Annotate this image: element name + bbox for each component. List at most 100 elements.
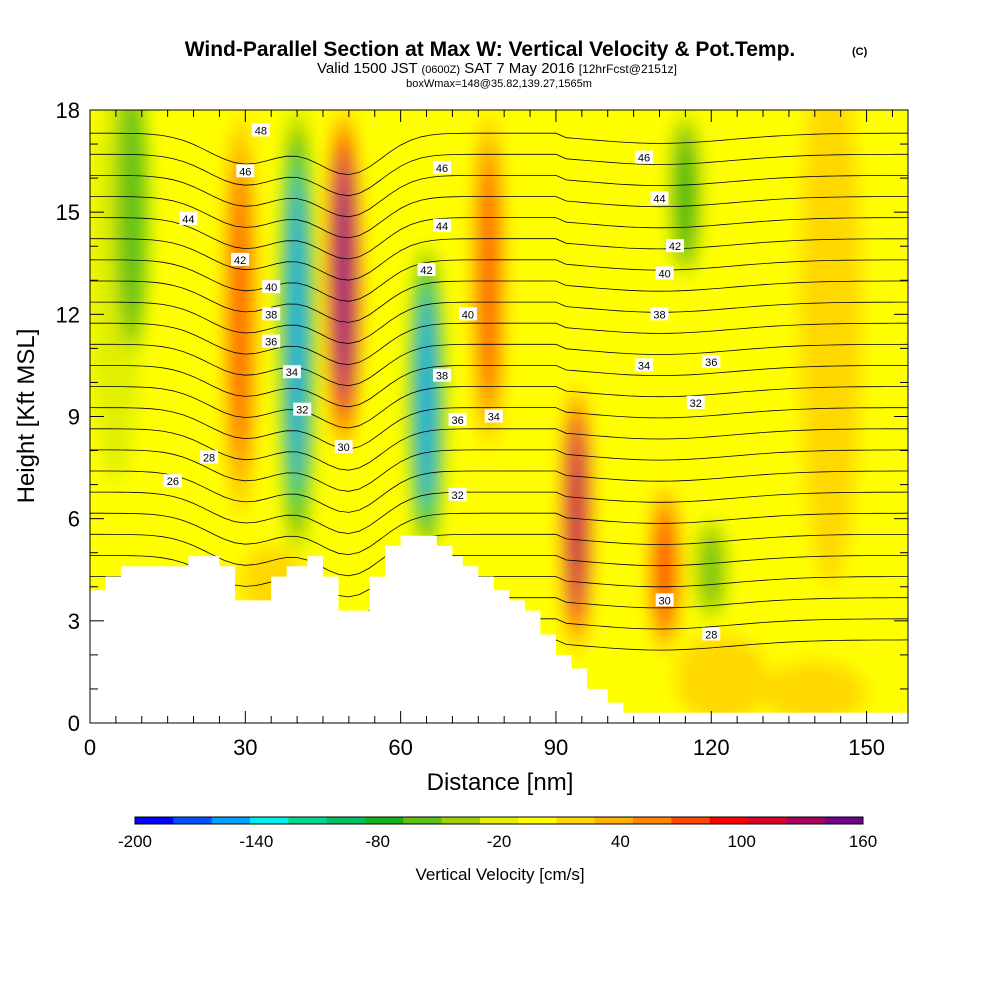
- theta-contour: [90, 280, 908, 323]
- contour-label-text: 34: [286, 367, 298, 379]
- y-tick-label: 6: [68, 507, 80, 532]
- contour-label-text: 36: [705, 357, 717, 369]
- contour-label: 36: [262, 334, 281, 349]
- y-tick-label: 9: [68, 405, 80, 430]
- contour-label-text: 46: [436, 163, 448, 175]
- contour-label-text: 44: [436, 221, 448, 233]
- contour-label-text: 36: [265, 337, 277, 349]
- contour-label-bg: [448, 487, 467, 501]
- contour-label: 34: [634, 358, 653, 372]
- contour-label: 46: [236, 164, 255, 178]
- contour-label-text: 38: [265, 309, 277, 321]
- contour-label-text: 42: [234, 255, 246, 267]
- colorbar-tick-label: -200: [118, 832, 152, 851]
- contour-label: 28: [702, 627, 721, 641]
- contour-label-bg: [262, 280, 281, 294]
- contour-label-text: 42: [669, 241, 681, 253]
- colorbar-swatch: [786, 817, 826, 824]
- theta-contour: [90, 533, 908, 577]
- y-tick-label: 0: [68, 711, 80, 736]
- theta-contour: [90, 132, 908, 176]
- colorbar-swatch: [709, 817, 749, 824]
- contour-label: 42: [666, 239, 685, 253]
- contour-label: 44: [433, 218, 452, 233]
- x-tick-label: 90: [544, 735, 568, 760]
- colorbar-label: Vertical Velocity [cm/s]: [415, 865, 584, 884]
- theta-contour: [90, 386, 908, 429]
- contour-label-text: 44: [182, 214, 194, 226]
- theta-contour: [90, 217, 908, 260]
- contour-label-text: 28: [705, 629, 717, 641]
- contour-label: 42: [417, 263, 436, 277]
- contour-label: 40: [262, 280, 281, 294]
- colorbar-swatch: [824, 817, 864, 824]
- contour-label: 38: [650, 307, 669, 321]
- copyright-mark: (C): [852, 46, 868, 58]
- colorbar-swatch: [249, 817, 289, 824]
- x-axis: 0 30 60 90 120 150: [84, 110, 893, 760]
- contour-label-text: 38: [436, 371, 448, 383]
- contour-label-bg: [484, 409, 503, 423]
- contour-label-text: 28: [203, 452, 215, 464]
- contour-label: 38: [262, 307, 281, 321]
- contour-label-bg: [282, 365, 301, 379]
- contour-label-text: 48: [255, 125, 267, 137]
- contour-label-text: 32: [451, 490, 463, 502]
- subtitle-date: SAT 7 May 2016: [464, 60, 574, 77]
- contour-label-text: 44: [653, 194, 665, 206]
- colorbar-swatch: [556, 817, 596, 824]
- theta-contour: [90, 449, 908, 492]
- contour-label-bg: [655, 266, 674, 280]
- chart-subtitle: Valid 1500 JST (0600Z) SAT 7 May 2016 [1…: [317, 60, 677, 77]
- colorbar-tick-label: 100: [727, 832, 755, 851]
- colorbar-tick-label: -80: [365, 832, 390, 851]
- contour-label-bg: [251, 123, 270, 137]
- y-tick-label: 18: [56, 98, 80, 123]
- contour-label-bg: [262, 334, 281, 348]
- subtitle-valid-time: Valid 1500 JST: [317, 60, 417, 77]
- colorbar-swatch: [173, 817, 213, 824]
- theta-contour: [90, 196, 908, 239]
- x-axis-label: Distance [nm]: [427, 769, 574, 796]
- contour-label-bg: [458, 307, 477, 321]
- y-tick-label: 15: [56, 200, 80, 225]
- velocity-patch: [799, 110, 862, 587]
- theta-contour: [90, 512, 908, 556]
- theta-contour: [90, 428, 908, 471]
- velocity-feature-downdraft: [704, 533, 718, 606]
- theta-contour: [90, 491, 908, 534]
- velocity-patch: [675, 634, 769, 723]
- y-axis-label: Height [Kft MSL]: [13, 329, 40, 504]
- contour-labels: 48 46 44 42 40 38 36 34 32 30 28 26 46 44 42 40 38 36 34 32…: [163, 123, 721, 641]
- chart-subtitle-2: boxWmax=148@35.82,139.27,1565m: [406, 78, 592, 90]
- contour-label-text: 46: [239, 166, 251, 178]
- contour-label-bg: [650, 307, 669, 321]
- contour-label-text: 34: [638, 360, 650, 372]
- contour-label-text: 40: [265, 282, 277, 294]
- velocity-feature-downdraft: [678, 135, 693, 255]
- x-tick-label: 120: [693, 735, 730, 760]
- contour-label-bg: [200, 450, 219, 464]
- colorbar-frame: [134, 816, 864, 825]
- contour-label: 36: [448, 412, 467, 427]
- contour-label: 28: [200, 450, 219, 464]
- contour-label-bg: [417, 263, 436, 277]
- contour-label: 36: [702, 355, 721, 369]
- velocity-feature-updraft: [481, 161, 496, 400]
- contour-label-bg: [634, 150, 653, 164]
- contour-label-bg: [163, 474, 182, 488]
- contour-label: 30: [334, 440, 353, 454]
- velocity-patch: [115, 110, 147, 349]
- contour-label: 44: [650, 191, 669, 206]
- plot-area: 48 46 44 42 40 38 36 34 32 30 28 26 46 44 42 40 38 36 34 32…: [90, 110, 908, 723]
- theta-contour: [90, 343, 908, 387]
- contour-label-text: 30: [338, 442, 350, 454]
- contour-label: 46: [433, 160, 452, 175]
- contour-label-bg: [655, 593, 674, 607]
- theta-contour: [90, 175, 908, 218]
- contour-label-text: 32: [296, 405, 308, 417]
- contour-label: 40: [655, 266, 674, 280]
- contour-label-text: 38: [653, 309, 665, 321]
